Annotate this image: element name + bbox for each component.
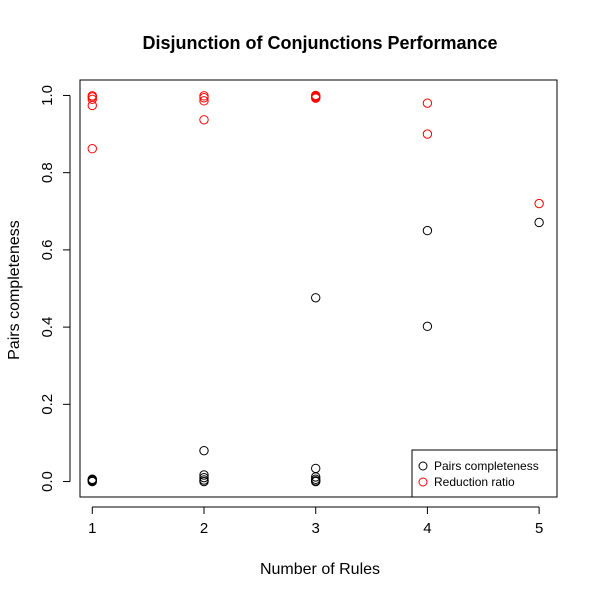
- point-reduction-ratio: [422, 129, 433, 139]
- legend-marker-pairs-completeness: [418, 461, 428, 471]
- y-tick-label: 0.8: [39, 162, 56, 183]
- point-reduction-ratio: [87, 100, 97, 111]
- y-axis-label: Pairs completeness: [6, 220, 23, 360]
- point-reduction-ratio: [199, 93, 209, 103]
- legend-label-reduction-ratio: Reduction ratio: [434, 475, 515, 489]
- point-pairs-completeness: [199, 476, 209, 487]
- point-pairs-completeness: [311, 472, 321, 482]
- point-reduction-ratio: [199, 96, 209, 106]
- x-axis: 1 2 3 4 5: [88, 506, 543, 537]
- data-points: [87, 90, 544, 487]
- x-tick-label: 1: [88, 520, 96, 537]
- point-pairs-completeness: [534, 217, 544, 228]
- legend-box: [411, 449, 558, 498]
- x-tick-label: 3: [312, 520, 320, 537]
- x-tick-label: 4: [423, 520, 431, 537]
- point-reduction-ratio: [534, 198, 544, 209]
- x-axis-label: Number of Rules: [260, 561, 380, 578]
- point-pairs-completeness: [199, 472, 209, 483]
- y-tick-label: 1.0: [39, 85, 56, 106]
- point-reduction-ratio: [311, 93, 321, 103]
- plot-box: [79, 79, 558, 498]
- point-pairs-completeness: [199, 445, 209, 456]
- legend-marker-reduction-ratio: [418, 477, 428, 487]
- y-axis: 0.0 0.2 0.4 0.6 0.8 1.0: [39, 85, 71, 492]
- point-pairs-completeness: [422, 225, 433, 236]
- point-pairs-completeness: [199, 470, 209, 480]
- y-tick-label: 0.0: [39, 471, 56, 492]
- point-pairs-completeness: [422, 321, 433, 332]
- x-tick-label: 5: [535, 520, 543, 537]
- legend: Pairs completeness Reduction ratio: [411, 449, 558, 498]
- chart-title: Disjunction of Conjunctions Performance: [142, 33, 497, 53]
- y-tick-label: 0.6: [39, 239, 56, 260]
- point-pairs-completeness: [311, 293, 321, 303]
- y-tick-label: 0.2: [39, 394, 56, 415]
- point-reduction-ratio: [199, 115, 209, 125]
- y-tick-label: 0.4: [39, 317, 56, 338]
- point-pairs-completeness: [87, 474, 97, 484]
- point-reduction-ratio: [422, 98, 433, 108]
- legend-label-pairs-completeness: Pairs completeness: [434, 459, 539, 473]
- point-pairs-completeness: [311, 476, 321, 487]
- x-tick-label: 2: [200, 520, 208, 537]
- point-reduction-ratio: [87, 94, 97, 105]
- point-reduction-ratio: [87, 144, 97, 154]
